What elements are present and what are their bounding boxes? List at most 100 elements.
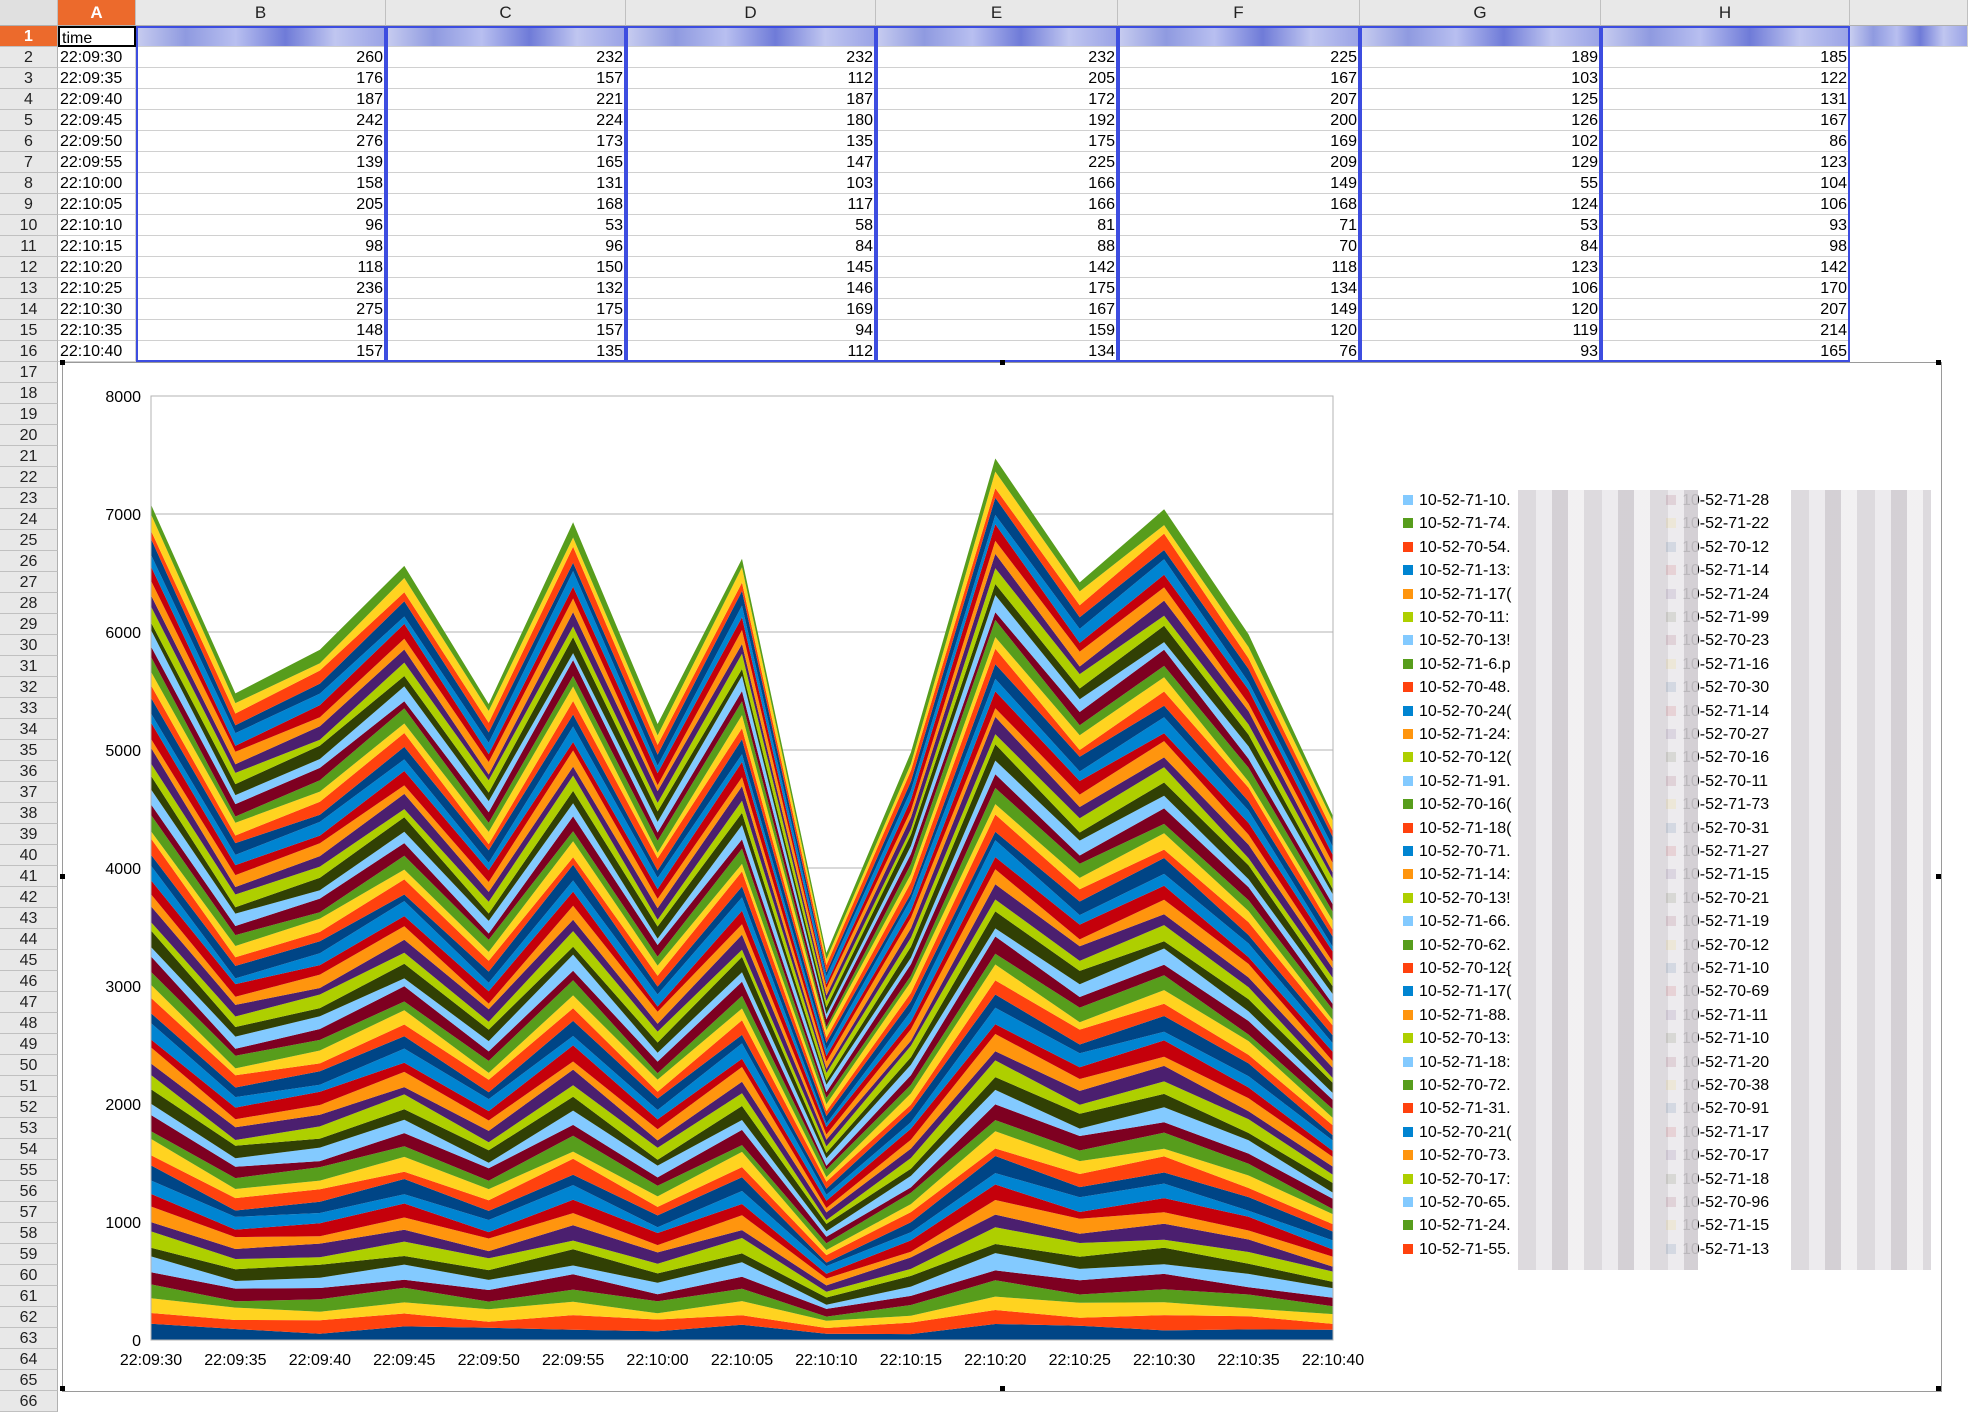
row-header[interactable]: 48 <box>0 1013 58 1034</box>
data-cell[interactable]: 225 <box>1118 47 1360 68</box>
data-cell[interactable]: 175 <box>876 278 1118 299</box>
data-cell[interactable]: 260 <box>136 47 386 68</box>
data-cell[interactable]: 134 <box>1118 278 1360 299</box>
data-cell[interactable]: 148 <box>136 320 386 341</box>
row-header[interactable]: 8 <box>0 173 58 194</box>
data-cell[interactable]: 120 <box>1360 299 1601 320</box>
data-cell[interactable]: 55 <box>1360 173 1601 194</box>
row-header[interactable]: 3 <box>0 68 58 89</box>
data-cell[interactable]: 236 <box>136 278 386 299</box>
data-cell[interactable]: 112 <box>626 341 876 362</box>
data-cell[interactable]: 189 <box>1360 47 1601 68</box>
column-header-next[interactable] <box>1850 0 1968 26</box>
data-cell[interactable]: 22:10:25 <box>58 278 136 299</box>
data-cell[interactable]: 22:09:35 <box>58 68 136 89</box>
corner-select-all[interactable] <box>0 0 58 26</box>
data-cell[interactable]: 93 <box>1601 215 1850 236</box>
row-header[interactable]: 14 <box>0 299 58 320</box>
column-header-a[interactable]: A <box>58 0 136 26</box>
data-cell[interactable]: 192 <box>876 110 1118 131</box>
data-cell[interactable]: 150 <box>386 257 626 278</box>
row-header[interactable]: 64 <box>0 1349 58 1370</box>
data-cell[interactable]: 58 <box>626 215 876 236</box>
row-header[interactable]: 58 <box>0 1223 58 1244</box>
data-cell[interactable]: 22:10:15 <box>58 236 136 257</box>
data-cell[interactable]: 135 <box>386 341 626 362</box>
data-cell[interactable]: 167 <box>1118 68 1360 89</box>
data-cell[interactable]: 22:09:45 <box>58 110 136 131</box>
data-cell[interactable]: 22:09:40 <box>58 89 136 110</box>
row-header[interactable]: 29 <box>0 614 58 635</box>
data-cell[interactable]: 22:10:40 <box>58 341 136 362</box>
data-cell[interactable]: 70 <box>1118 236 1360 257</box>
data-cell[interactable]: 129 <box>1360 152 1601 173</box>
row-header[interactable]: 40 <box>0 845 58 866</box>
data-cell[interactable]: 94 <box>626 320 876 341</box>
data-cell[interactable]: 131 <box>386 173 626 194</box>
resize-handle[interactable] <box>60 874 65 879</box>
data-cell[interactable]: 103 <box>626 173 876 194</box>
data-cell[interactable]: 22:09:30 <box>58 47 136 68</box>
row-header[interactable]: 21 <box>0 446 58 467</box>
row-header[interactable]: 25 <box>0 530 58 551</box>
data-cell[interactable]: 157 <box>136 341 386 362</box>
data-cell[interactable]: 173 <box>386 131 626 152</box>
data-cell[interactable]: 88 <box>876 236 1118 257</box>
row-header[interactable]: 16 <box>0 341 58 362</box>
row-header[interactable]: 63 <box>0 1328 58 1349</box>
row-header[interactable]: 7 <box>0 152 58 173</box>
row-header[interactable]: 17 <box>0 362 58 383</box>
row-header[interactable]: 38 <box>0 803 58 824</box>
data-cell[interactable]: 118 <box>136 257 386 278</box>
row-header[interactable]: 44 <box>0 929 58 950</box>
row-header[interactable]: 2 <box>0 47 58 68</box>
data-cell[interactable]: 165 <box>1601 341 1850 362</box>
data-cell[interactable]: 167 <box>876 299 1118 320</box>
resize-handle[interactable] <box>1936 874 1941 879</box>
column-header-g[interactable]: G <box>1360 0 1601 26</box>
row-header[interactable]: 18 <box>0 383 58 404</box>
data-cell[interactable]: 124 <box>1360 194 1601 215</box>
column-title-cell[interactable] <box>1850 26 1968 47</box>
data-cell[interactable]: 22:10:20 <box>58 257 136 278</box>
data-cell[interactable]: 98 <box>1601 236 1850 257</box>
row-header[interactable]: 57 <box>0 1202 58 1223</box>
row-header[interactable]: 32 <box>0 677 58 698</box>
row-header[interactable]: 24 <box>0 509 58 530</box>
data-cell[interactable]: 168 <box>1118 194 1360 215</box>
row-header[interactable]: 27 <box>0 572 58 593</box>
data-cell[interactable]: 157 <box>386 320 626 341</box>
data-cell[interactable]: 119 <box>1360 320 1601 341</box>
data-cell[interactable]: 126 <box>1360 110 1601 131</box>
row-header[interactable]: 59 <box>0 1244 58 1265</box>
data-cell[interactable]: 221 <box>386 89 626 110</box>
row-header[interactable]: 37 <box>0 782 58 803</box>
data-cell[interactable]: 147 <box>626 152 876 173</box>
resize-handle[interactable] <box>60 1386 65 1391</box>
data-cell[interactable]: 76 <box>1118 341 1360 362</box>
data-cell[interactable]: 149 <box>1118 173 1360 194</box>
row-header[interactable]: 11 <box>0 236 58 257</box>
data-cell[interactable]: 53 <box>386 215 626 236</box>
resize-handle[interactable] <box>60 360 65 365</box>
row-header[interactable]: 62 <box>0 1307 58 1328</box>
row-header[interactable]: 35 <box>0 740 58 761</box>
row-header[interactable]: 53 <box>0 1118 58 1139</box>
data-cell[interactable]: 22:10:10 <box>58 215 136 236</box>
data-cell[interactable]: 120 <box>1118 320 1360 341</box>
data-cell[interactable]: 170 <box>1601 278 1850 299</box>
data-cell[interactable]: 200 <box>1118 110 1360 131</box>
data-cell[interactable]: 242 <box>136 110 386 131</box>
data-cell[interactable]: 71 <box>1118 215 1360 236</box>
data-cell[interactable]: 175 <box>876 131 1118 152</box>
data-cell[interactable]: 122 <box>1601 68 1850 89</box>
data-cell[interactable]: 98 <box>136 236 386 257</box>
row-header[interactable]: 6 <box>0 131 58 152</box>
data-cell[interactable]: 118 <box>1118 257 1360 278</box>
data-cell[interactable]: 207 <box>1118 89 1360 110</box>
row-header[interactable]: 55 <box>0 1160 58 1181</box>
row-header[interactable]: 5 <box>0 110 58 131</box>
data-cell[interactable]: 134 <box>876 341 1118 362</box>
data-cell[interactable]: 166 <box>876 173 1118 194</box>
data-cell[interactable]: 166 <box>876 194 1118 215</box>
